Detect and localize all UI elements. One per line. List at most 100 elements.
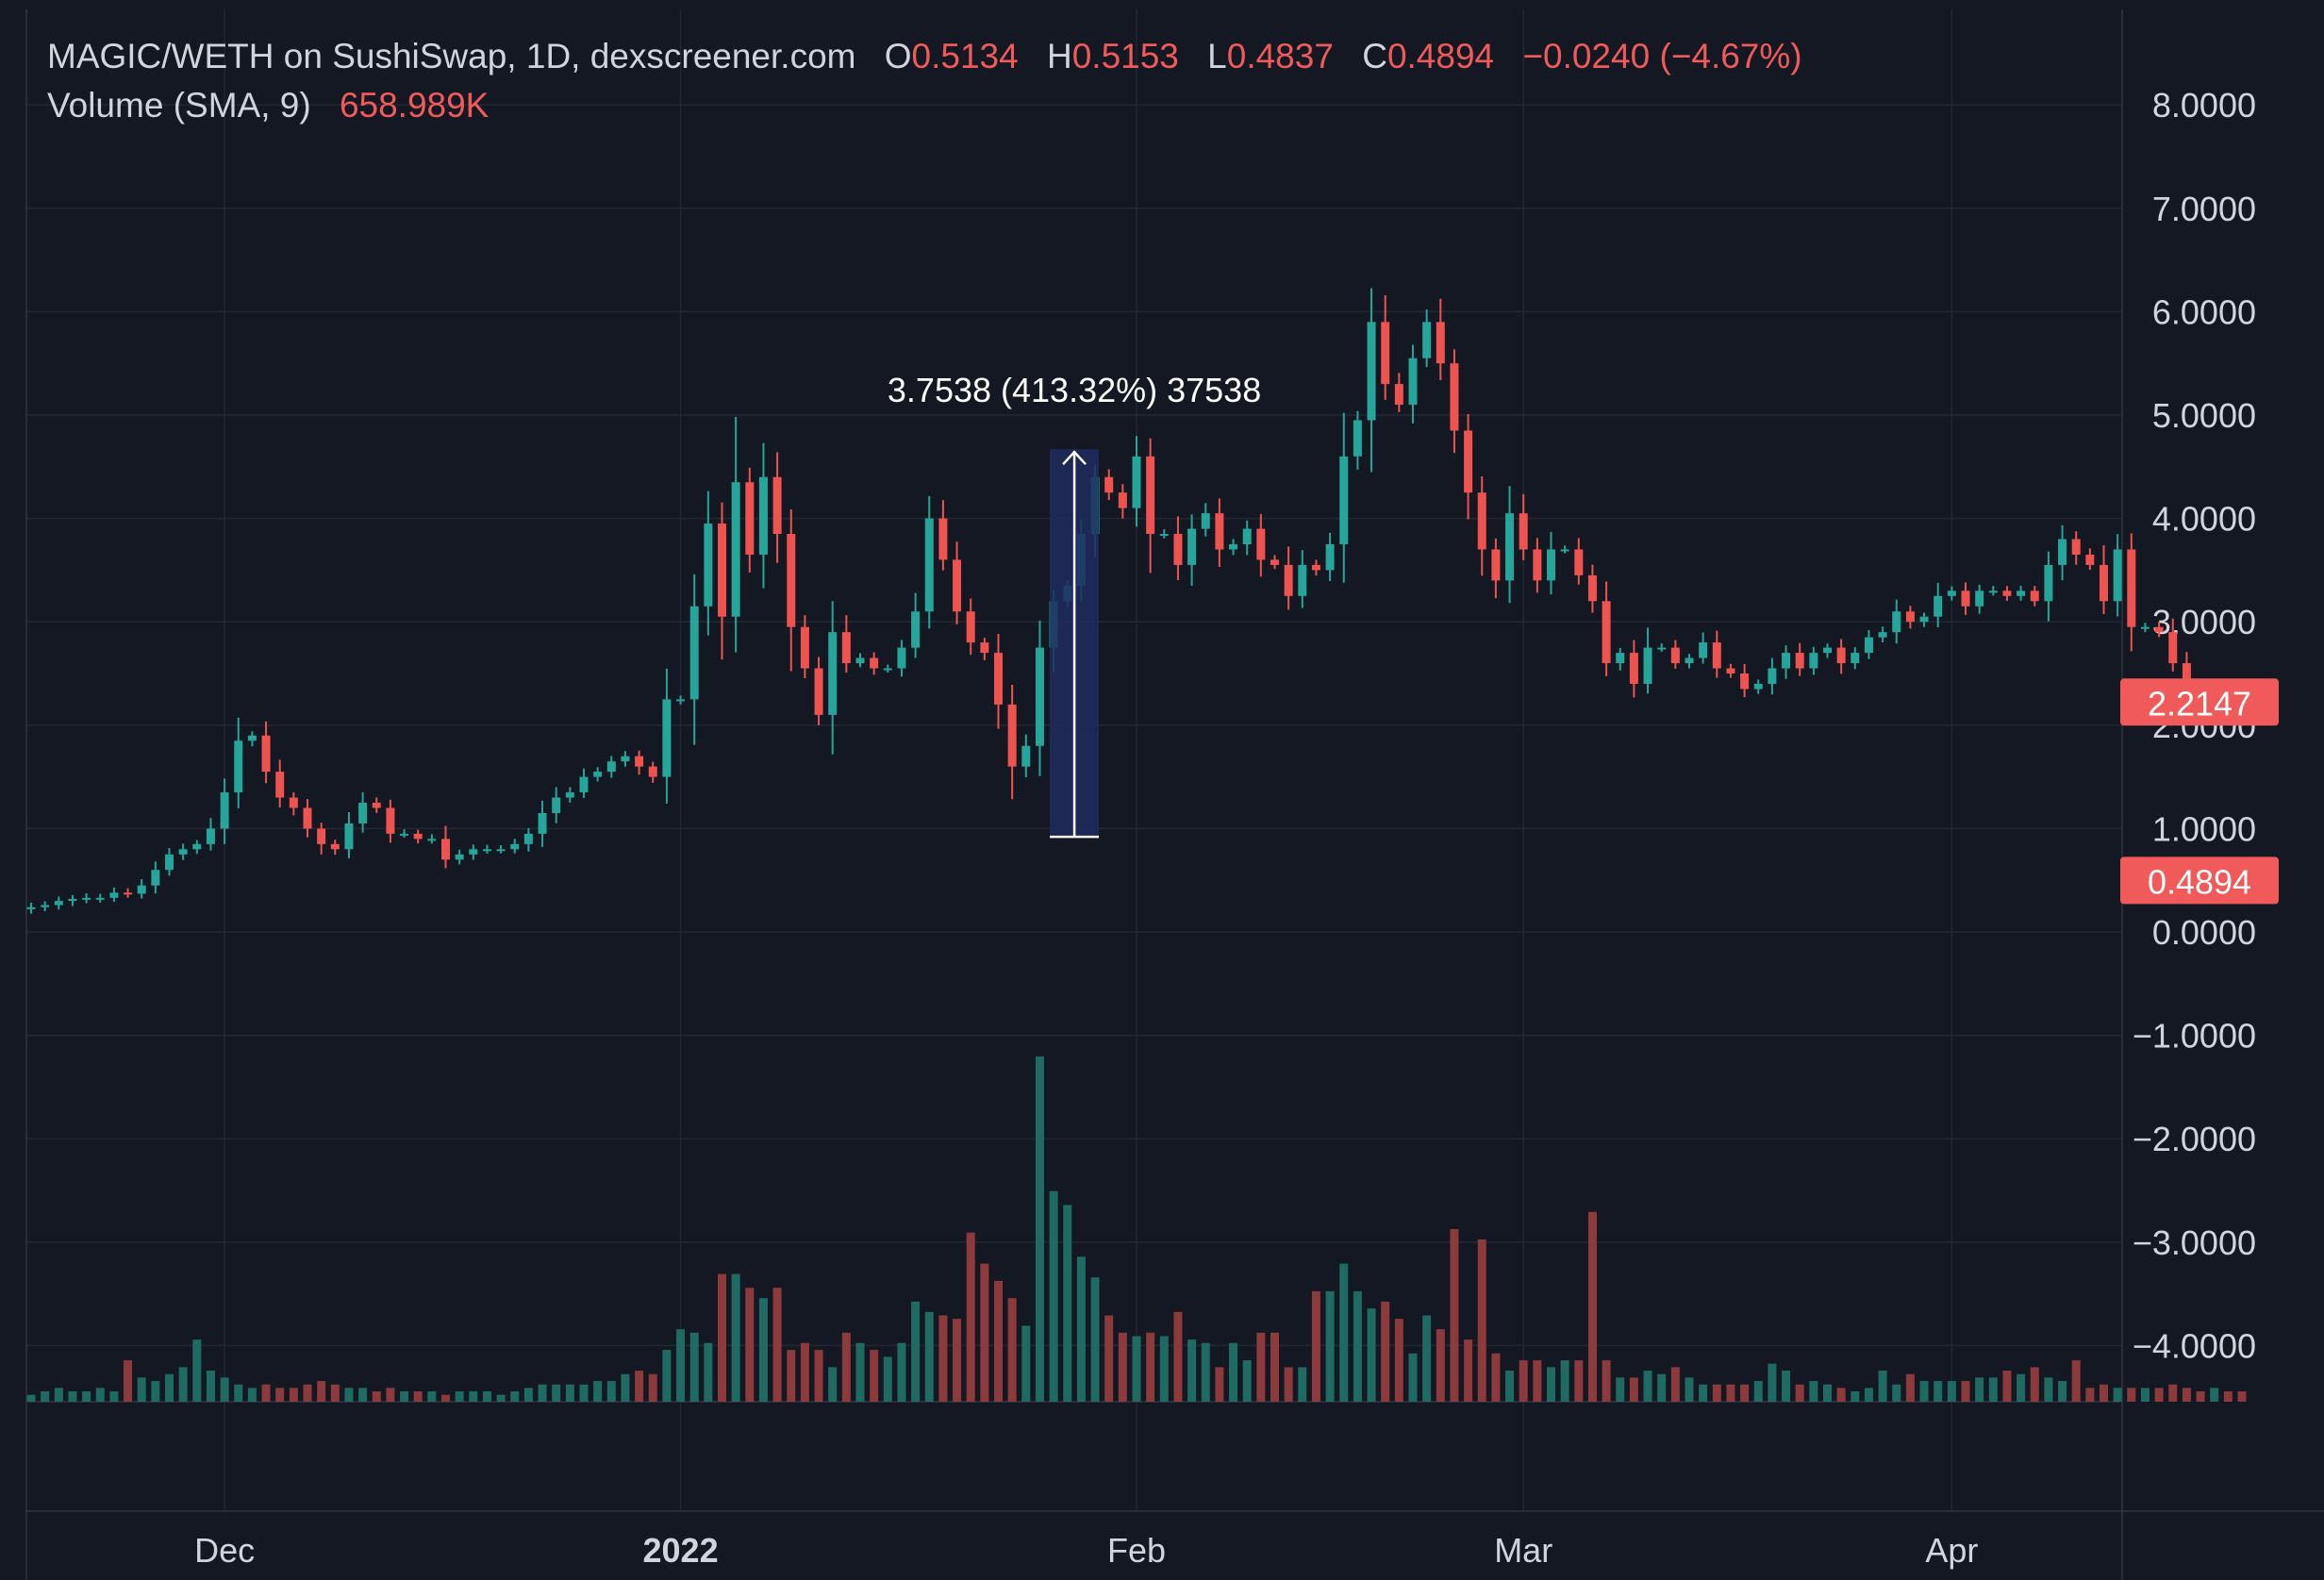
candle: [344, 812, 354, 858]
volume-bar: [124, 1360, 133, 1402]
candle-body: [1905, 611, 1915, 623]
candle: [1560, 545, 1569, 554]
open-value: 0.5134: [911, 37, 1019, 75]
candle: [137, 879, 146, 899]
candle-body: [994, 653, 1003, 705]
candle-body: [330, 843, 340, 850]
volume-bar: [1905, 1373, 1915, 1402]
volume-bar: [1076, 1256, 1086, 1402]
volume-bar: [1782, 1371, 1791, 1402]
candle: [1187, 514, 1197, 586]
candle: [441, 825, 450, 869]
candle: [1311, 559, 1320, 576]
candle-body: [593, 772, 603, 777]
candle-body: [1602, 601, 1611, 664]
volume-bar: [758, 1298, 768, 1402]
volume-bar: [1823, 1384, 1832, 1402]
candle: [523, 827, 533, 852]
candle: [1422, 309, 1432, 368]
volume-bar: [1201, 1342, 1210, 1402]
candle-body: [1587, 574, 1597, 602]
candle-body: [455, 854, 464, 860]
candle: [1782, 645, 1791, 679]
volume-bar: [1035, 1056, 1044, 1402]
candle: [579, 768, 589, 798]
volume-bar: [565, 1384, 574, 1402]
volume-bar: [1657, 1373, 1667, 1402]
candle: [1905, 606, 1915, 629]
change-value: −0.0240 (−4.67%): [1522, 37, 1802, 75]
volume-bar: [1242, 1360, 1252, 1402]
volume-bar: [621, 1373, 630, 1402]
volume-bar: [841, 1332, 851, 1402]
volume-bar: [1381, 1301, 1390, 1402]
price-label-bg: [2120, 857, 2279, 905]
volume-bar: [1173, 1311, 1183, 1402]
candle-body: [772, 476, 782, 535]
candle-body: [82, 897, 91, 900]
candle-body: [1035, 647, 1044, 746]
volume-bar: [523, 1388, 533, 1402]
volume-bar: [1616, 1377, 1625, 1402]
date-axis: Dec 2022 Feb Mar Apr: [194, 1531, 1978, 1570]
candle: [718, 502, 726, 660]
price-range-measure[interactable]: 3.7538 (413.32%) 37538: [888, 371, 1261, 839]
candle: [1353, 410, 1362, 470]
volume-bar: [441, 1394, 450, 1402]
high-value: 0.5153: [1071, 37, 1179, 75]
candle-body: [1878, 632, 1887, 638]
candle: [552, 787, 561, 823]
candle-body: [1021, 745, 1031, 767]
volume-bar: [1491, 1353, 1501, 1402]
volume-bar: [800, 1342, 809, 1402]
volume-bar: [606, 1381, 616, 1402]
candle-body: [2071, 539, 2081, 555]
candle-body: [26, 906, 36, 909]
candle: [1975, 584, 1984, 614]
candle: [648, 761, 657, 783]
candle: [206, 818, 215, 851]
volume-bar: [2030, 1367, 2039, 1402]
candle-body: [1256, 528, 1266, 560]
volume-bar: [1740, 1384, 1750, 1402]
candle: [1270, 555, 1279, 570]
candle: [1934, 582, 1943, 627]
volume-bar: [1021, 1325, 1031, 1402]
price-tick-label: −2.0000: [2133, 1120, 2256, 1158]
candle: [635, 750, 644, 775]
volume-bar: [1988, 1377, 1998, 1402]
volume-bar: [1284, 1367, 1293, 1402]
volume-bar: [1339, 1263, 1349, 1402]
volume-bar: [1464, 1339, 1473, 1402]
volume-series: [26, 1056, 2247, 1402]
volume-bar: [1712, 1384, 1721, 1402]
candle: [1629, 640, 1638, 698]
volume-bar: [330, 1384, 340, 1402]
candle: [1864, 630, 1873, 659]
candle-body: [1519, 513, 1528, 550]
candle-body: [1864, 637, 1873, 654]
candle-body: [800, 626, 809, 669]
candle-body: [496, 849, 506, 852]
candle-body: [538, 812, 547, 834]
volume-bar: [1229, 1342, 1238, 1402]
chart-title: MAGIC/WETH on SushiSwap, 1D, dexscreener…: [47, 37, 856, 75]
volume-bar: [731, 1273, 740, 1402]
volume-bar: [1063, 1205, 1072, 1402]
date-tick-label: Dec: [194, 1531, 255, 1570]
price-tick-label: 3.0000: [2152, 603, 2256, 641]
volume-bar: [303, 1384, 312, 1402]
candle-body: [234, 740, 243, 793]
legend-row-volume: Volume (SMA, 9) 658.989K: [47, 81, 1802, 130]
candle-body: [828, 632, 838, 715]
candle-body: [1353, 420, 1362, 457]
candle: [1836, 639, 1846, 674]
volume-bar: [1809, 1381, 1818, 1402]
candle-body: [261, 735, 271, 773]
candle-body: [552, 797, 561, 813]
candle: [828, 601, 838, 755]
candle: [1394, 373, 1403, 412]
